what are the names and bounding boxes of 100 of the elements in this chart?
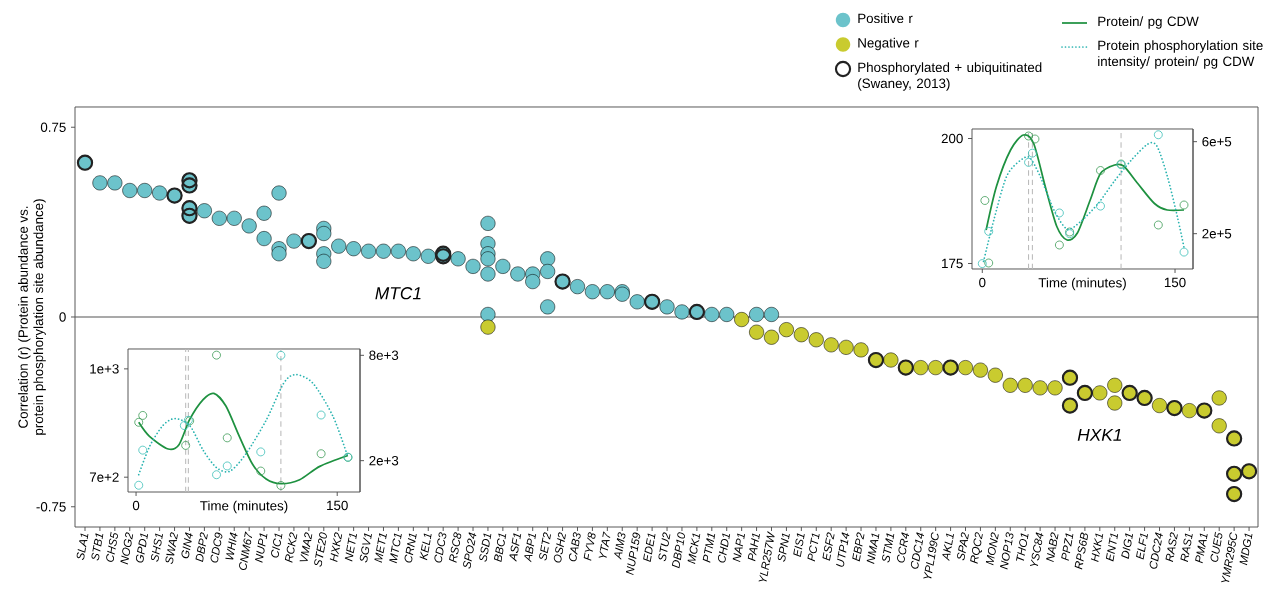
x-tick-label: SHS1	[150, 533, 163, 562]
x-tick-label: UTP14	[836, 532, 850, 567]
legend-label: Phosphorylated + ubiquitinated (Swaney, 2013)	[858, 62, 1042, 91]
x-axis-title: Time (minutes)	[200, 500, 288, 514]
annotation: MTC1	[375, 287, 421, 300]
x-tick-label: SWA2	[165, 532, 178, 565]
x-tick-label: PPZ1	[1061, 533, 1074, 561]
x-tick-label: CDC9	[210, 532, 223, 563]
x-tick-label: CHS5	[106, 531, 118, 562]
y2-tick-label: 2e+5	[1202, 228, 1232, 239]
x-tick-label: CCR4	[897, 532, 910, 563]
x-axis-title: Time (minutes)	[1038, 277, 1126, 291]
x-tick-label: NUP159	[625, 532, 641, 576]
x-tick-label: RCK2	[284, 532, 298, 563]
x-tick-label: STE20	[314, 532, 327, 567]
x-tick-label: YMR295C	[1221, 532, 1238, 583]
x-tick-label: NOG2	[120, 532, 134, 565]
x-tick-label: YPL199C	[923, 532, 939, 579]
x-tick-label: SPN1	[777, 533, 790, 562]
y-tick-label: 0.75	[40, 122, 66, 132]
x-tick-label: ENT1	[1105, 533, 1119, 562]
x-tick-label: STB1	[91, 533, 104, 561]
x-tick-label: DBP2	[195, 532, 208, 563]
x-tick-label: CDC3	[434, 532, 447, 563]
y2-tick-label: 2e+3	[369, 455, 399, 466]
x-tick-label: YTA7	[598, 531, 611, 558]
x-tick-label: GPD1	[135, 533, 149, 563]
legend-label: Negative r	[858, 37, 919, 51]
x-tick-label: RSC8	[449, 532, 462, 563]
x-tick-label: SPO24	[463, 532, 477, 569]
x-tick-label: VMA2	[299, 532, 313, 562]
x-tick-label: MTC1	[389, 533, 402, 564]
x-tick-label: ESF2	[822, 532, 835, 561]
x-tick-label: CIC1	[271, 533, 283, 558]
y-tick-label: 1e+3	[90, 364, 119, 374]
x-tick-label: OSH2	[553, 532, 566, 563]
x-tick-label: MDG1	[1239, 533, 1253, 566]
x-tick-label: BBC1	[493, 533, 507, 563]
x-tick-label: SGV1	[359, 533, 372, 563]
x-tick-label: EDE1	[643, 533, 656, 563]
annotation: HXK1	[1077, 428, 1121, 441]
x-tick-label: FYV8	[583, 532, 596, 561]
x-tick-label: KEL1	[419, 533, 432, 561]
x-tick-label: 150	[327, 500, 348, 511]
x-tick-label: NAB2	[1046, 532, 1059, 563]
x-tick-label: AKL1	[942, 533, 954, 562]
x-tick-label: PMA1	[1195, 533, 1208, 564]
x-tick-label: RPS6B	[1074, 532, 1088, 570]
x-tick-label: CDC24	[1149, 532, 1163, 569]
legend-label: Positive r	[858, 13, 913, 24]
x-tick-label: PTM1	[702, 533, 716, 563]
y2-tick-label: 6e+5	[1202, 136, 1232, 147]
x-tick-label: GIN4	[181, 532, 193, 559]
y-axis-title: Correlation (r) (Protein abundance vs. protein phosphorylation site abundance)	[18, 199, 46, 435]
x-tick-label: SLA1	[76, 533, 89, 560]
x-tick-label: STM1	[882, 533, 895, 563]
x-tick-label: CAB3	[568, 532, 581, 562]
x-tick-label: HXK2	[329, 532, 343, 563]
x-tick-label: DBP10	[671, 532, 686, 569]
legend-label: Protein/ pg CDW	[1098, 16, 1199, 29]
x-tick-label: YSC84	[1029, 532, 1044, 567]
x-tick-label: CRN1	[404, 533, 417, 563]
x-tick-label: SET2	[539, 532, 551, 561]
y-tick-label: 7e+2	[89, 472, 119, 482]
y-tick-label: 175	[942, 258, 963, 269]
x-tick-label: DIG1	[1121, 533, 1134, 559]
x-tick-label: MCK1	[687, 533, 701, 564]
x-tick-label: NET1	[344, 533, 357, 562]
y-tick-label: -0.75	[36, 502, 66, 512]
x-tick-label: WHI4	[225, 532, 238, 560]
x-tick-label: RAS2	[1165, 532, 1178, 563]
x-tick-label: CNM67	[239, 531, 253, 570]
x-tick-label: NAP1	[732, 533, 746, 563]
x-tick-label: RAS1	[1180, 533, 1193, 563]
x-tick-label: PAH1	[747, 533, 760, 562]
x-tick-label: MON2	[985, 532, 999, 566]
x-tick-label: 150	[1164, 277, 1186, 288]
x-tick-label: HXK1	[1090, 533, 1104, 563]
x-tick-label: NUP1	[254, 533, 268, 563]
x-tick-label: CDC14	[910, 532, 924, 569]
x-tick-label: NMA1	[866, 533, 880, 564]
x-tick-label: PCT1	[807, 533, 820, 562]
legend-label: Protein phosphorylation site intensity/ protein/ pg CDW	[1098, 40, 1263, 69]
x-tick-label: STU2	[658, 532, 671, 562]
x-tick-label: CHD1	[717, 533, 731, 563]
x-tick-label: ABP1	[524, 533, 537, 563]
x-tick-label: ASF1	[509, 533, 522, 562]
x-tick-label: EBP2	[852, 532, 865, 562]
x-tick-label: RQC2	[970, 532, 983, 564]
x-tick-label: NOP13	[1000, 532, 1014, 570]
x-tick-label: MET1	[374, 533, 387, 563]
x-tick-label: CUE5	[1210, 531, 1223, 562]
y2-tick-label: 8e+3	[369, 350, 399, 361]
x-tick-label: ELF1	[1136, 533, 1148, 560]
x-tick-label: THO1	[1016, 533, 1029, 561]
x-tick-label: SPA2	[957, 532, 969, 561]
x-tick-label: YLR257W	[758, 531, 775, 582]
x-tick-label: AIM3	[614, 532, 626, 560]
x-tick-label: EIS1	[793, 533, 805, 558]
y-tick-label: 0	[59, 312, 66, 322]
